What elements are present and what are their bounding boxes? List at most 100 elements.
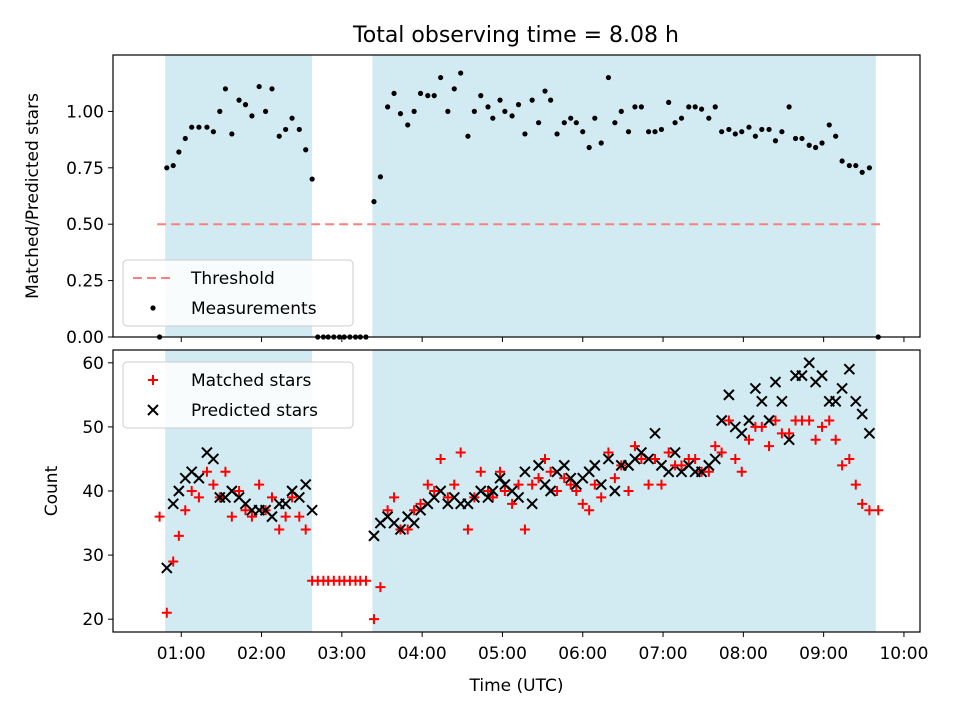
matched-star-point (643, 479, 654, 490)
measurement-point (189, 124, 195, 130)
predicted-star-point (279, 498, 292, 510)
predicted-star-point (293, 491, 306, 504)
measurement-point (229, 131, 235, 137)
matched-star-point (736, 466, 747, 477)
measurement-point (502, 108, 508, 114)
measurement-point (652, 129, 658, 135)
matched-star-point (487, 492, 498, 503)
measurement-point (397, 111, 404, 117)
matched-star-point (274, 524, 285, 535)
x-tick-label: 03:00 (317, 644, 366, 664)
predicted-star-point (368, 530, 380, 542)
legend-predicted-swatch (147, 404, 159, 416)
matched-star-point (226, 511, 237, 522)
matched-star-point (234, 486, 245, 496)
predicted-star-point (161, 562, 173, 574)
matched-star-point (287, 492, 298, 503)
predicted-star-point (167, 498, 179, 510)
predicted-star-point (863, 427, 876, 440)
predicted-star-point (749, 382, 762, 395)
matched-star-point (409, 505, 420, 516)
predicted-star-point (829, 395, 842, 407)
matched-star-point (442, 492, 453, 503)
matched-star-point (507, 498, 518, 509)
matched-star-point (764, 441, 775, 452)
measurement-point (425, 93, 431, 99)
predicted-star-point (434, 485, 447, 497)
predicted-star-point (856, 408, 868, 420)
measurement-point (535, 120, 542, 126)
predicted-star-point (669, 446, 681, 459)
matched-star-point (873, 505, 884, 516)
predicted-star-point (519, 466, 531, 478)
legend-label: Predicted stars (191, 401, 318, 421)
measurement-point (451, 86, 457, 92)
matched-star-point (756, 421, 767, 432)
predicted-star-point (602, 453, 615, 465)
measurement-point (458, 70, 464, 76)
measurement-point (377, 174, 383, 180)
measurement-point (542, 88, 548, 94)
matched-star-point (584, 505, 595, 516)
matched-star-point (609, 473, 620, 484)
measurement-point (204, 124, 210, 130)
measurement-point (672, 120, 678, 126)
y-tick-label: 60 (82, 354, 104, 374)
measurement-point (859, 169, 865, 175)
predicted-star-point (544, 485, 557, 497)
y-tick-label: 0.25 (66, 272, 104, 292)
matched-star-point (864, 505, 875, 516)
y-tick-label: 50 (82, 418, 104, 438)
measurement-point (256, 83, 262, 90)
predicted-star-point (783, 434, 795, 446)
measurement-point (638, 104, 644, 110)
measurement-point (289, 115, 295, 121)
x-tick-label: 07:00 (639, 644, 688, 664)
predicted-star-point (595, 478, 607, 491)
measurement-point (605, 74, 612, 81)
matched-star-point (168, 556, 179, 567)
legend-matched-swatch (148, 375, 158, 385)
measurement-point (839, 158, 845, 164)
matched-star-point (545, 466, 556, 477)
measurement-point (164, 165, 170, 171)
matched-star-point (743, 434, 754, 445)
measurement-point (303, 147, 309, 153)
measurement-point (586, 144, 592, 151)
predicted-star-point (558, 459, 570, 472)
matched-star-point (266, 492, 277, 503)
measurement-point (746, 124, 752, 130)
measurement-point (391, 90, 397, 96)
matched-star-point (429, 486, 440, 496)
measurement-point (819, 140, 825, 146)
measurement-point (515, 102, 522, 108)
matched-star-point (857, 498, 868, 509)
measurement-point (548, 97, 554, 103)
measurement-point (417, 90, 424, 96)
measurement-point (719, 129, 725, 135)
measurement-point (686, 104, 692, 110)
measurement-point (196, 124, 202, 130)
measurement-point (752, 133, 758, 139)
matched-star-point (636, 453, 647, 464)
matched-star-point (368, 614, 379, 625)
measurement-point (509, 113, 515, 119)
measurement-point (799, 135, 805, 142)
legend: Matched stars Predicted stars (122, 361, 354, 429)
predicted-star-point (589, 459, 601, 472)
observing-span-shade (372, 55, 876, 337)
measurement-point (176, 149, 182, 155)
measurement-point (242, 102, 249, 108)
matched-star-point (676, 460, 687, 471)
matched-star-point (784, 428, 795, 439)
measurement-point (726, 126, 732, 133)
matched-star-point (804, 415, 815, 426)
matched-star-point (830, 434, 841, 445)
x-tick-label: 09:00 (799, 644, 848, 664)
matched-star-point (422, 479, 433, 490)
measurement-point (249, 113, 255, 119)
y-tick-label: 30 (82, 546, 104, 566)
measurement-point (618, 108, 624, 114)
measurement-point (222, 86, 229, 92)
matched-star-point (650, 453, 661, 464)
